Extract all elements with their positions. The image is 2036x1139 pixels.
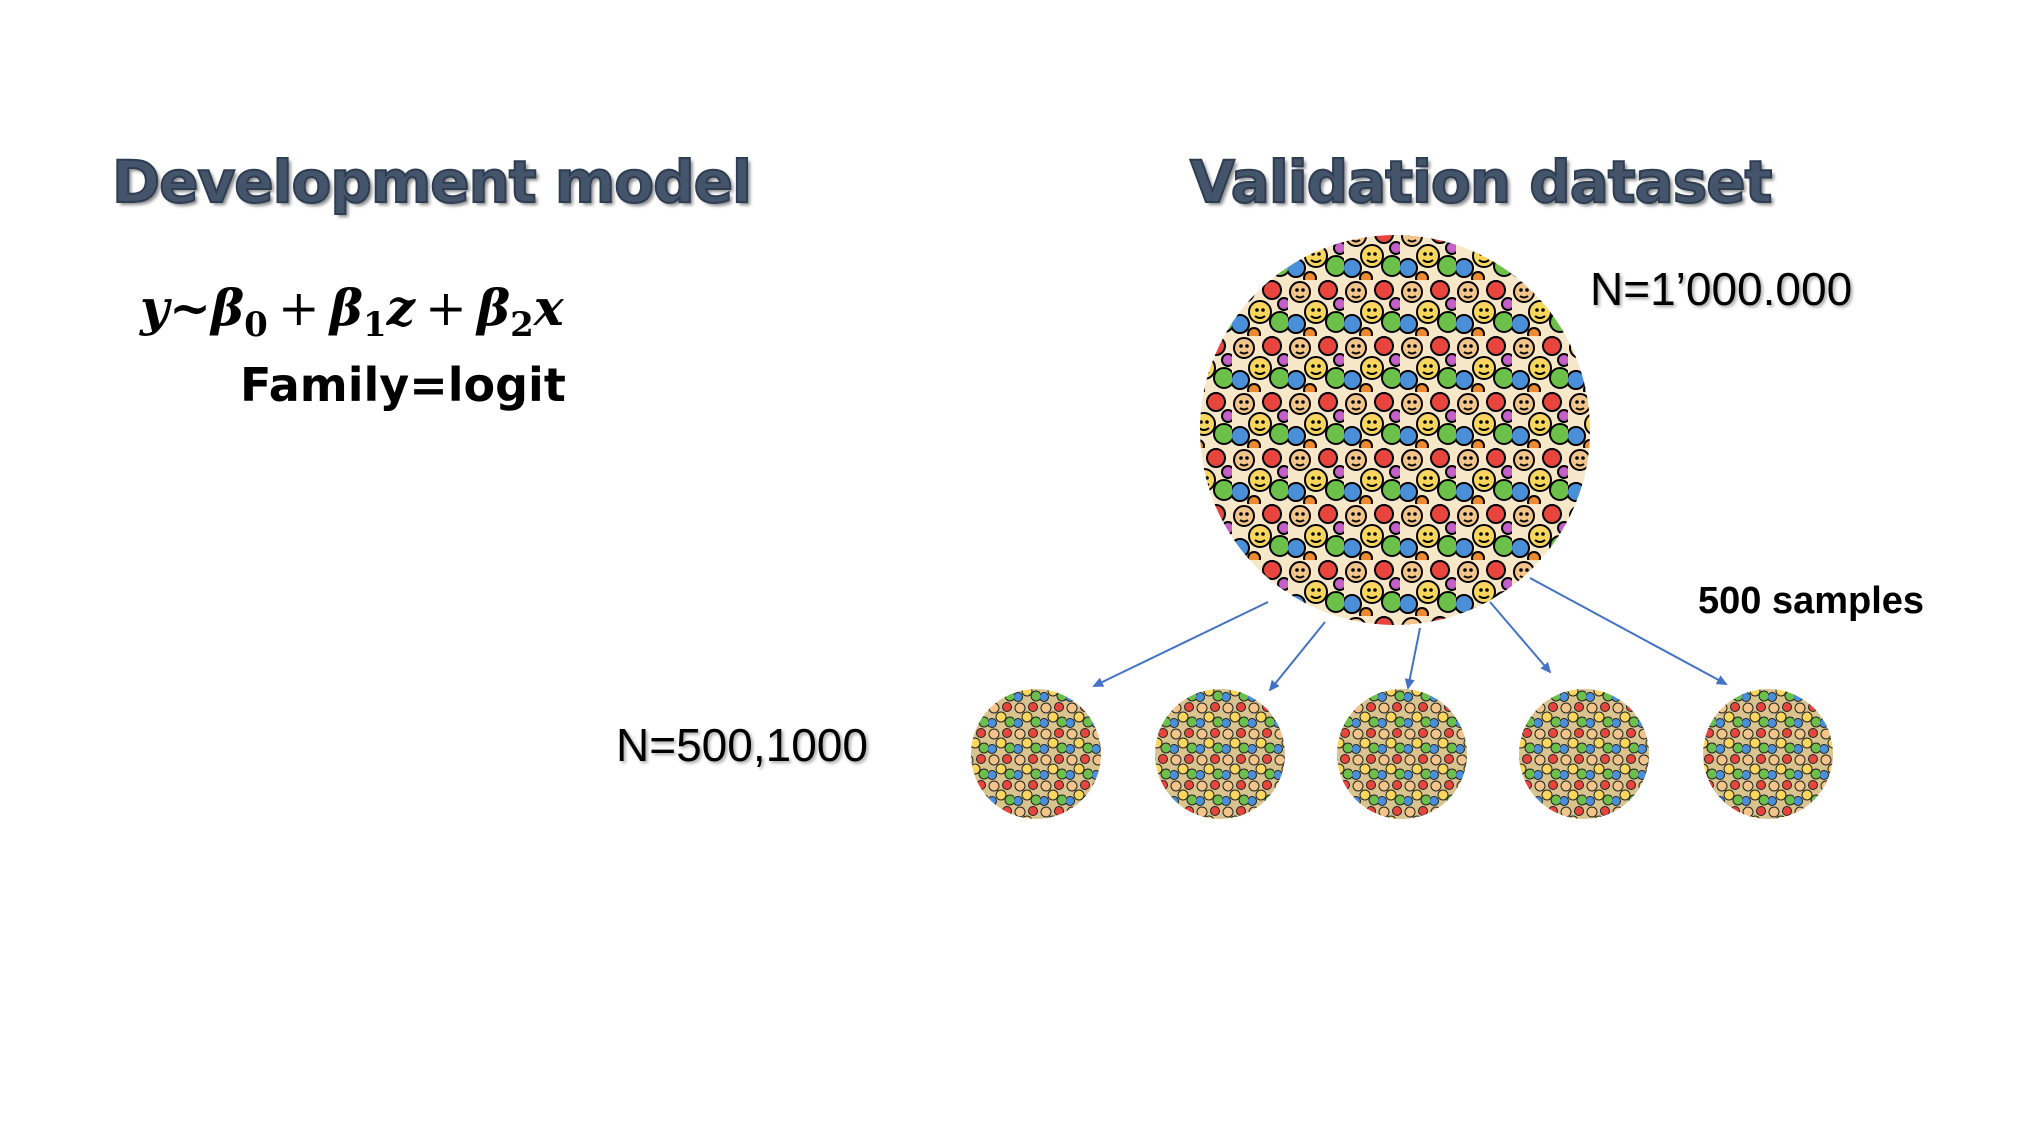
population-crowd-circle <box>1200 235 1590 625</box>
formula-plus-1: + <box>277 279 320 337</box>
model-formula: y~β0 + β1z + β2x <box>140 278 564 345</box>
arrow-to-sample-1 <box>1092 601 1269 687</box>
formula-beta1: β <box>329 278 363 337</box>
sample-circle-1 <box>971 689 1101 819</box>
family-label: Family=logit <box>240 358 566 412</box>
arrow-to-sample-2 <box>1268 621 1326 692</box>
formula-beta2-sub: 2 <box>510 305 534 345</box>
arrow-to-sample-4 <box>1489 601 1552 674</box>
formula-plus-2: + <box>425 279 467 337</box>
sample-circle-5 <box>1703 689 1833 819</box>
formula-beta0: β <box>210 278 245 337</box>
formula-tilde: ~ <box>169 278 211 337</box>
sample-size-label: N=500,1000 <box>616 719 868 771</box>
sample-circle-2 <box>1155 689 1285 819</box>
arrow-to-sample-3 <box>1404 627 1421 690</box>
arrow-to-sample-5 <box>1529 577 1728 685</box>
sample-circle-3 <box>1337 689 1467 819</box>
formula-beta0-sub: 0 <box>244 305 268 345</box>
formula-x: x <box>533 278 564 337</box>
validation-dataset-heading: Validation dataset <box>1189 147 1773 217</box>
population-size-label: N=1’000.000 <box>1590 263 1853 315</box>
formula-z: z <box>386 278 416 337</box>
sample-circle-4 <box>1519 689 1649 819</box>
development-model-heading: Development model <box>111 147 753 217</box>
formula-y: y <box>140 278 170 337</box>
samples-count-label: 500 samples <box>1698 580 1925 622</box>
formula-beta1-sub: 1 <box>362 305 387 345</box>
formula-beta2: β <box>476 278 511 337</box>
